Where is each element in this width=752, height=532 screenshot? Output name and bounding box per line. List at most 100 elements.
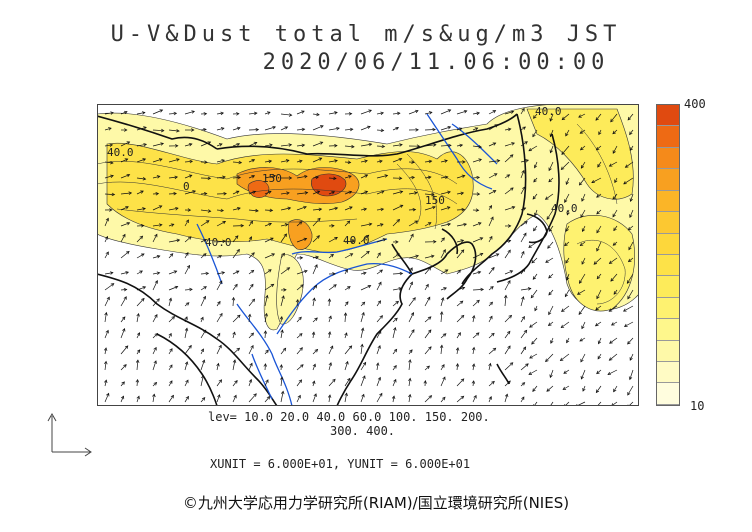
- wind-vector: [613, 385, 618, 392]
- wind-vector-head: [140, 253, 145, 257]
- wind-vector-head: [237, 175, 242, 180]
- wind-vector: [595, 305, 602, 311]
- wind-vector: [472, 332, 480, 339]
- wind-vector: [456, 239, 464, 243]
- contour-lines: [97, 123, 626, 305]
- wind-vector-head: [250, 344, 254, 349]
- wind-vector: [392, 317, 398, 323]
- wind-vector: [596, 289, 602, 299]
- wind-vector-head: [122, 328, 126, 332]
- wind-vector-head: [348, 345, 353, 349]
- wind-vector: [376, 145, 385, 147]
- wind-vector: [152, 314, 158, 323]
- wind-vector-head: [411, 329, 415, 333]
- wind-vector-head: [313, 284, 318, 289]
- wind-vector-head: [396, 218, 401, 223]
- wind-vector: [534, 161, 538, 168]
- wind-vector-head: [415, 128, 419, 132]
- wind-vector-head: [318, 157, 323, 161]
- wind-vector: [392, 396, 395, 403]
- wind-vector-head: [141, 111, 146, 115]
- wind-vector-head: [411, 175, 416, 180]
- wind-vector-head: [561, 308, 565, 312]
- wind-vector-head: [135, 359, 140, 363]
- wind-vector: [578, 305, 586, 315]
- wind-vector: [376, 362, 379, 371]
- wind-vector-head: [265, 294, 269, 299]
- wind-vector: [280, 316, 283, 323]
- wind-vector-head: [379, 392, 383, 397]
- wind-vector-head: [427, 296, 431, 301]
- wind-vector-head: [368, 109, 372, 113]
- wind-vector-head: [564, 293, 569, 298]
- wind-vector: [530, 289, 538, 299]
- wind-vector-head: [596, 275, 601, 280]
- wind-vector: [264, 295, 268, 307]
- wind-vector: [424, 176, 431, 179]
- wind-vector: [533, 225, 538, 232]
- wind-vector: [152, 272, 160, 275]
- wind-vector-head: [142, 177, 147, 181]
- wind-vector: [296, 221, 303, 227]
- wind-vector-head: [549, 374, 553, 379]
- wind-vector-head: [379, 315, 383, 319]
- wind-vector-head: [176, 238, 181, 243]
- wind-vector-head: [444, 269, 449, 273]
- wind-vector-head: [398, 157, 403, 162]
- wind-vector: [376, 238, 386, 243]
- wind-vector-head: [507, 127, 512, 132]
- wind-vector: [136, 298, 145, 307]
- wind-vector: [136, 349, 141, 355]
- wind-vector: [560, 353, 570, 361]
- wind-vector-head: [488, 204, 492, 209]
- wind-vector-head: [398, 287, 403, 291]
- wind-vector-head: [192, 190, 197, 194]
- wind-vector-head: [218, 379, 223, 383]
- wind-vector-head: [411, 160, 415, 164]
- wind-vector-head: [106, 392, 110, 397]
- wind-vector: [312, 285, 317, 291]
- wind-vector-head: [463, 222, 468, 227]
- wind-vector: [472, 222, 482, 227]
- wind-vector-head: [299, 333, 303, 337]
- wind-vector: [120, 158, 128, 163]
- wind-vector-head: [250, 332, 254, 337]
- wind-vector-head: [216, 362, 220, 367]
- wind-vector-head: [377, 252, 381, 256]
- wind-vector: [376, 330, 382, 339]
- wind-vector: [440, 249, 446, 259]
- wind-vector: [136, 126, 147, 131]
- wind-vector-head: [301, 143, 306, 148]
- wind-vector-head: [126, 141, 131, 145]
- wind-vector: [360, 251, 370, 259]
- wind-vector-head: [288, 176, 293, 180]
- wind-vector: [280, 233, 287, 243]
- wind-vector: [520, 159, 529, 163]
- wind-vector-head: [126, 222, 131, 226]
- wind-vector-head: [447, 109, 452, 113]
- wind-vector-head: [361, 393, 365, 398]
- wind-vector: [504, 362, 514, 371]
- wind-vector: [504, 331, 511, 339]
- wind-vector: [264, 363, 266, 371]
- wind-vector: [488, 173, 498, 179]
- wind-vector: [264, 379, 269, 387]
- wind-vector: [408, 209, 416, 211]
- wind-vector: [136, 360, 139, 371]
- wind-vector-head: [607, 371, 612, 376]
- wind-vector-head: [156, 255, 161, 259]
- wind-vector: [248, 112, 257, 115]
- wind-vector: [456, 209, 465, 211]
- wind-vector: [596, 385, 602, 393]
- wind-vector-head: [143, 126, 147, 130]
- wind-vector-head: [521, 396, 525, 401]
- wind-vector: [344, 286, 351, 291]
- rivers: [196, 113, 498, 406]
- wind-vector: [184, 160, 193, 163]
- wind-vector: [548, 161, 554, 171]
- wind-vector: [610, 273, 618, 282]
- wind-vector: [564, 401, 570, 406]
- wind-vector-head: [447, 222, 452, 227]
- wind-vector-head: [303, 205, 307, 210]
- wind-vector: [472, 271, 481, 275]
